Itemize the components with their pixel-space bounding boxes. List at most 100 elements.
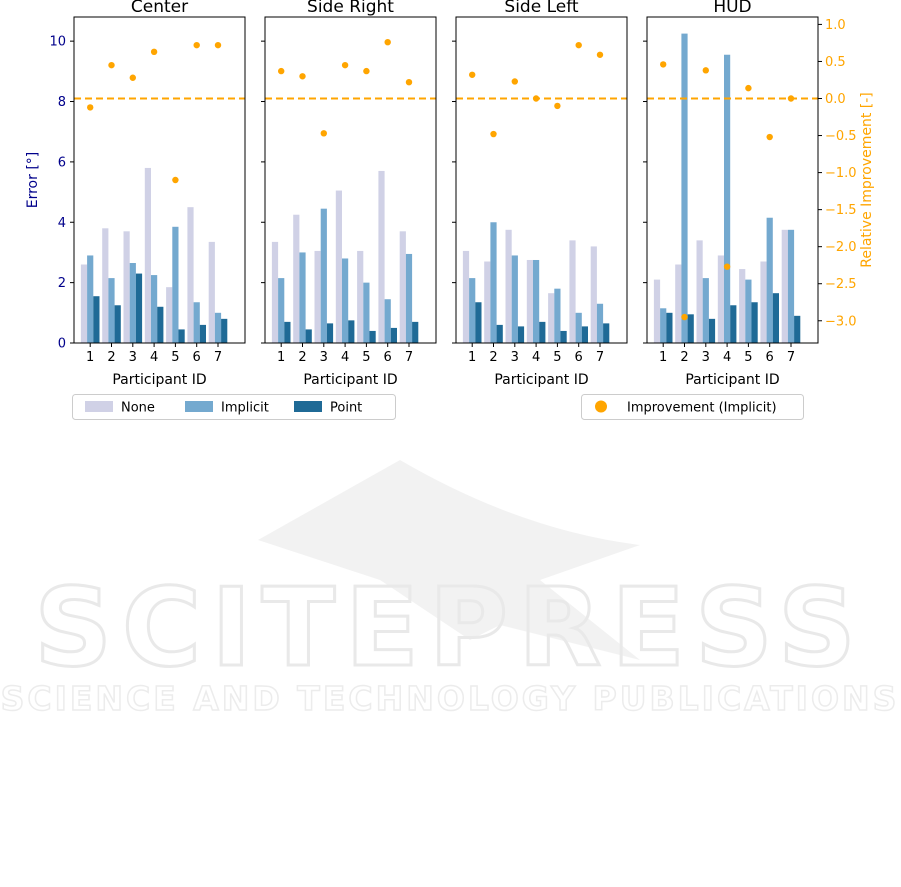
bar-point-p1 (284, 321, 291, 343)
bar-implicit-p1 (87, 255, 94, 343)
bar-point-p5 (560, 330, 567, 343)
x-axis-label: Participant ID (303, 372, 397, 388)
x-tick-label: 4 (532, 350, 540, 365)
bar-point-p1 (475, 302, 482, 343)
x-tick-label: 6 (575, 350, 583, 365)
x-tick-label: 2 (107, 350, 115, 365)
bar-implicit-p2 (681, 33, 688, 343)
x-axis-label: Participant ID (112, 372, 206, 388)
bar-point-p4 (539, 321, 546, 343)
x-tick-label: 5 (171, 350, 179, 365)
x-tick-label: 1 (277, 350, 285, 365)
bar-point-p6 (581, 326, 588, 343)
improvement-point-p3 (702, 67, 709, 74)
bar-none-p6 (187, 207, 194, 343)
y-tick-label: 4 (58, 216, 66, 231)
x-axis-label: Participant ID (494, 372, 588, 388)
bar-implicit-p3 (129, 263, 136, 343)
bar-implicit-p5 (172, 226, 179, 343)
bar-implicit-p1 (278, 278, 285, 343)
bar-none-p7 (590, 246, 597, 343)
bar-point-p1 (93, 296, 100, 343)
bar-implicit-p5 (745, 279, 752, 343)
bar-implicit-p5 (554, 288, 561, 343)
bar-implicit-p2 (490, 222, 497, 343)
x-tick-label: 6 (193, 350, 201, 365)
plot-frame (264, 16, 437, 344)
bar-point-p3 (517, 326, 525, 343)
x-axis-label: Participant ID (685, 372, 779, 388)
bar-point-p2 (687, 314, 694, 343)
y-tick-label: 10 (49, 35, 66, 50)
bar-implicit-p1 (660, 308, 667, 343)
bar-point-p4 (348, 320, 355, 343)
bar-none-p1 (462, 250, 470, 343)
bar-none-p6 (569, 240, 576, 343)
legend-label-improvement: Improvement (Implicit) (627, 401, 777, 416)
improvement-point-p2 (490, 130, 497, 138)
improvement-point-p2 (681, 313, 688, 321)
bar-implicit-p7 (596, 303, 604, 343)
bar-point-p7 (794, 315, 801, 343)
x-tick-label: 4 (341, 350, 349, 365)
improvement-point-p6 (193, 41, 200, 49)
improvement-point-p5 (363, 67, 370, 75)
panel-title: Center (131, 0, 188, 17)
bar-none-p2 (484, 261, 491, 343)
improvement-point-p7 (596, 51, 604, 58)
plot-frame (73, 16, 246, 344)
x-tick-label: 2 (680, 350, 688, 365)
bar-point-p2 (305, 329, 312, 343)
bar-point-p4 (730, 305, 737, 343)
legend-label-point: Point (330, 401, 362, 416)
bar-none-p3 (505, 229, 512, 343)
bar-point-p6 (390, 327, 397, 343)
right-y-tick-label: −3.0 (825, 314, 857, 329)
bar-none-p5 (739, 269, 746, 343)
bar-none-p7 (781, 229, 788, 343)
bar-implicit-p7 (214, 312, 222, 343)
x-tick-label: 4 (723, 350, 731, 365)
improvement-point-p5 (172, 176, 179, 184)
improvement-point-p1 (660, 61, 667, 68)
bar-point-p6 (199, 324, 206, 343)
bar-implicit-p6 (384, 299, 391, 343)
improvement-point-p4 (341, 61, 349, 69)
bar-point-p5 (751, 302, 758, 343)
bar-none-p5 (166, 287, 173, 343)
x-tick-label: 6 (766, 350, 774, 365)
improvement-point-p2 (108, 61, 115, 69)
improvement-point-p6 (766, 133, 773, 141)
improvement-point-p5 (554, 102, 561, 110)
bar-none-p5 (548, 293, 555, 343)
improvement-point-p5 (745, 84, 752, 92)
right-y-tick-label: −0.5 (825, 129, 857, 144)
x-tick-label: 3 (702, 350, 710, 365)
x-tick-label: 1 (468, 350, 476, 365)
bar-point-p7 (412, 321, 419, 343)
x-tick-label: 3 (320, 350, 328, 365)
improvement-point-p3 (511, 78, 518, 85)
bar-implicit-p3 (320, 208, 327, 343)
improvement-point-p4 (723, 263, 731, 270)
right-y-tick-label: 0.0 (825, 92, 846, 107)
x-tick-label: 5 (553, 350, 561, 365)
improvement-point-p1 (87, 104, 94, 111)
bar-point-p5 (178, 329, 185, 343)
x-tick-label: 1 (86, 350, 94, 365)
x-tick-label: 2 (298, 350, 306, 365)
bar-implicit-p3 (702, 278, 709, 343)
bar-implicit-p7 (787, 229, 795, 343)
bar-point-p3 (708, 318, 716, 343)
panel-hud: HUD 1 2 3 4 5 6 7 Participant ID 1.0 0.5 0.0 −0.5 −1.… (643, 0, 857, 388)
bar-none-p2 (293, 214, 300, 343)
bar-none-p4 (717, 255, 724, 343)
y-tick-label: 8 (58, 95, 66, 110)
bar-implicit-p6 (575, 312, 582, 343)
bar-none-p3 (123, 231, 130, 343)
right-y-tick-label: −2.5 (825, 277, 857, 292)
x-tick-label: 1 (659, 350, 667, 365)
legend-series: None Implicit Point (72, 394, 396, 420)
x-tick-label: 3 (511, 350, 519, 365)
bar-none-p4 (526, 259, 533, 343)
